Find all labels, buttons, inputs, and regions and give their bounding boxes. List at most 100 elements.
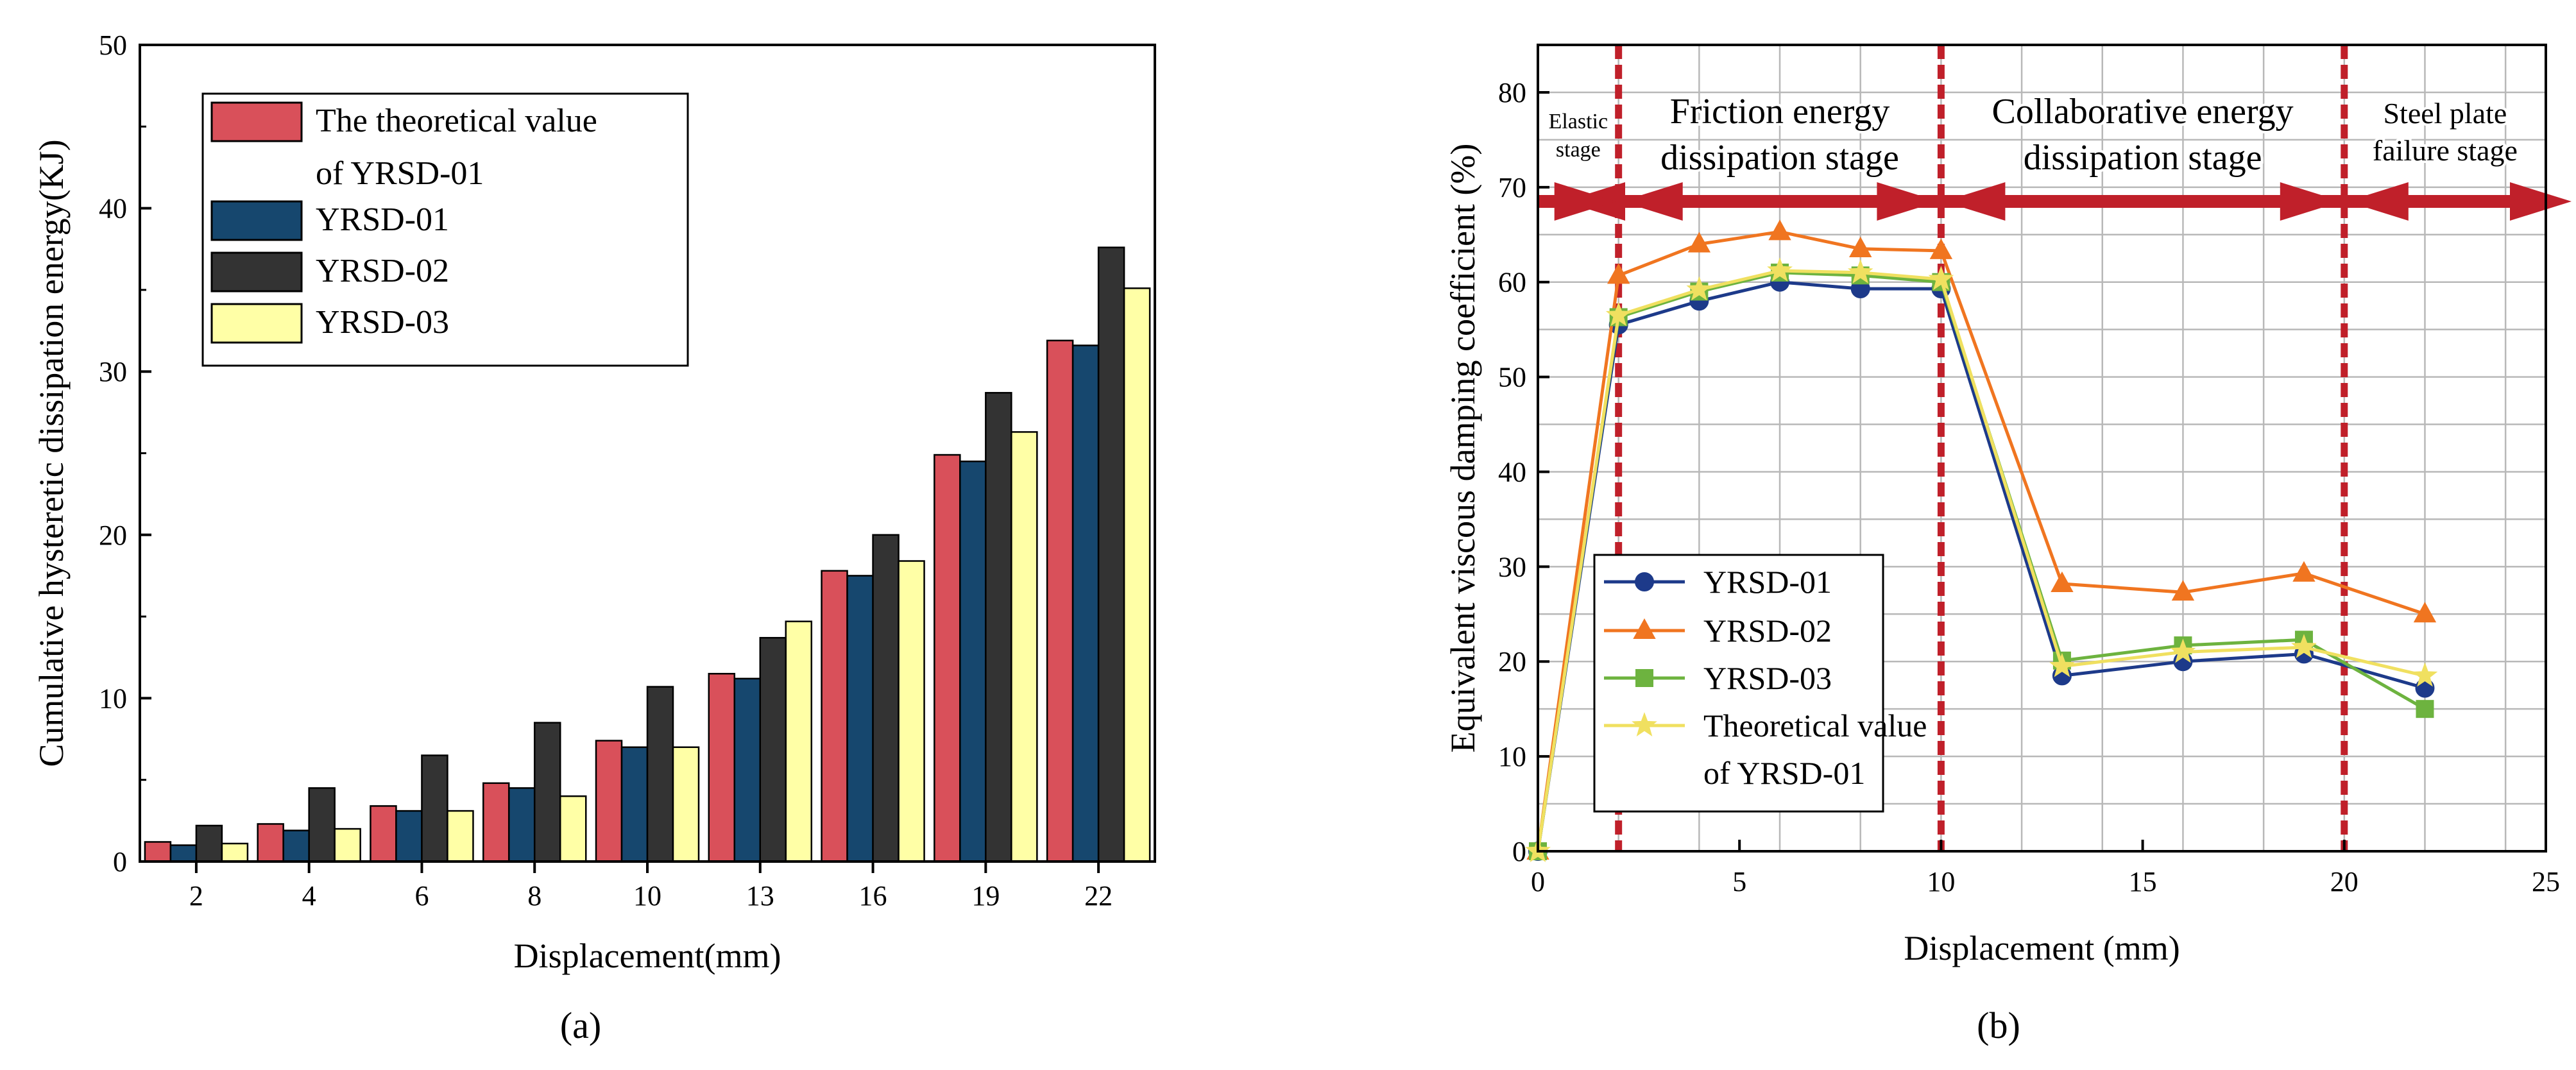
bar-yrsd-01-19 — [959, 460, 987, 863]
bar-yrsd-03-2 — [221, 842, 249, 863]
bar-the-theoretical-value-of-yrsd-01-4 — [257, 823, 284, 863]
stage-arrow-head — [2280, 182, 2342, 221]
bar-yrsd-01-6 — [395, 810, 423, 863]
bar-yrsd-03-8 — [559, 795, 587, 863]
stage-label: Collaborative energy — [1992, 92, 2294, 132]
series-marker-theoretical-value-of-yrsd-01 — [2412, 662, 2438, 687]
stage-arrow-head — [1877, 182, 1939, 221]
caption-a: (a) — [560, 1005, 601, 1046]
x-axis-label: Displacement (mm) — [1904, 929, 2179, 967]
bar-yrsd-02-16 — [872, 534, 900, 863]
stage-arrow-head — [1554, 182, 1616, 221]
bar-yrsd-03-10 — [672, 746, 700, 863]
y-tick-label: 40 — [99, 193, 127, 225]
legend-label: of YRSD-01 — [316, 155, 484, 192]
x-tick-label: 13 — [746, 880, 774, 912]
series-marker-yrsd-02 — [2051, 571, 2074, 592]
y-tick-label: 20 — [99, 520, 127, 551]
bar-yrsd-02-22 — [1097, 246, 1125, 863]
bar-the-theoretical-value-of-yrsd-01-8 — [482, 782, 510, 863]
bar-yrsd-01-16 — [846, 575, 874, 863]
series-marker-yrsd-02 — [1849, 236, 1872, 257]
legend-label: YRSD-02 — [1703, 613, 1832, 649]
stage-label: Steel plate — [2383, 97, 2507, 130]
y-tick-label: 40 — [1498, 456, 1526, 488]
bar-yrsd-01-10 — [620, 746, 649, 863]
y-tick-label: 10 — [1498, 741, 1526, 772]
series-marker-yrsd-02 — [2292, 561, 2316, 582]
y-axis-label: Equivalent viscous damping coefficient (… — [1444, 144, 1482, 753]
series-line-theoretical-value-of-yrsd-01 — [1536, 269, 2426, 852]
y-tick-label: 10 — [99, 683, 127, 714]
y-axis-label: Cumulative hysteretic dissipation energy… — [32, 139, 71, 767]
x-tick-label: 20 — [2330, 866, 2358, 897]
caption-b: (b) — [1977, 1005, 2020, 1046]
series-line-yrsd-03 — [1536, 271, 2426, 852]
y-tick-label: 0 — [1512, 836, 1526, 867]
legend-marker-theoretical-value-of-yrsd-01 — [1632, 712, 1657, 736]
bar-yrsd-03-19 — [1011, 431, 1038, 863]
bar-the-theoretical-value-of-yrsd-01-13 — [708, 672, 736, 863]
series-marker-yrsd-02 — [2171, 580, 2195, 601]
legend-label: YRSD-02 — [316, 253, 449, 289]
x-tick-label: 8 — [527, 880, 542, 912]
y-tick-label: 30 — [1498, 551, 1526, 582]
x-tick-label: 5 — [1732, 866, 1746, 897]
series-line-yrsd-02 — [1536, 230, 2426, 852]
bar-the-theoretical-value-of-yrsd-01-22 — [1046, 339, 1074, 863]
series-marker-yrsd-02 — [1929, 238, 1953, 259]
stage-label: stage — [1556, 138, 1601, 162]
y-tick-label: 70 — [1498, 172, 1526, 203]
x-tick-label: 15 — [2129, 866, 2157, 897]
legend-label: Theoretical value — [1703, 708, 1927, 743]
bar-yrsd-02-19 — [985, 392, 1012, 863]
series-marker-yrsd-02 — [1607, 263, 1630, 284]
x-tick-label: 22 — [1084, 880, 1113, 912]
bar-yrsd-03-22 — [1123, 287, 1151, 863]
stage-label: Elastic — [1549, 110, 1608, 133]
series-marker-yrsd-02 — [1768, 219, 1791, 241]
x-tick-label: 10 — [1927, 866, 1955, 897]
stage-arrow-head — [2510, 182, 2572, 221]
bar-yrsd-03-16 — [898, 560, 925, 863]
bar-yrsd-01-4 — [282, 829, 310, 863]
x-tick-label: 2 — [189, 880, 203, 912]
legend-label: YRSD-01 — [1703, 564, 1832, 600]
series-marker-theoretical-value-of-yrsd-01 — [1686, 276, 1712, 301]
bar-the-theoretical-value-of-yrsd-01-6 — [370, 805, 397, 863]
series-marker-theoretical-value-of-yrsd-01 — [1847, 259, 1873, 284]
series-marker-yrsd-02 — [2413, 602, 2437, 623]
y-tick-label: 50 — [99, 30, 127, 61]
legend-swatch-yrsd-03 — [210, 303, 303, 344]
stage-label: dissipation stage — [2024, 138, 2262, 178]
series-marker-theoretical-value-of-yrsd-01 — [2291, 634, 2317, 658]
bar-the-theoretical-value-of-yrsd-01-2 — [144, 841, 172, 863]
bar-the-theoretical-value-of-yrsd-01-19 — [934, 454, 961, 863]
legend-swatch-yrsd-01 — [210, 200, 303, 241]
bar-yrsd-03-4 — [334, 828, 361, 863]
legend-label: YRSD-01 — [316, 201, 449, 238]
bar-yrsd-01-13 — [733, 677, 762, 863]
x-tick-label: 25 — [2532, 866, 2560, 897]
stage-label: failure stage — [2373, 134, 2518, 167]
x-axis-label: Displacement(mm) — [514, 937, 781, 975]
legend-marker-yrsd-02 — [1633, 618, 1656, 639]
legend-label: YRSD-03 — [316, 304, 449, 341]
bar-yrsd-01-22 — [1071, 344, 1100, 863]
legend-marker-yrsd-03 — [1635, 669, 1653, 687]
bar-the-theoretical-value-of-yrsd-01-10 — [595, 740, 623, 863]
series-line-yrsd-01 — [1536, 280, 2426, 852]
y-tick-label: 60 — [1498, 267, 1526, 298]
bar-yrsd-02-10 — [646, 686, 674, 863]
stage-label: dissipation stage — [1660, 138, 1899, 178]
x-tick-label: 16 — [859, 880, 887, 912]
x-tick-label: 0 — [1531, 866, 1545, 897]
y-tick-label: 80 — [1498, 77, 1526, 108]
legend-label: YRSD-03 — [1703, 660, 1832, 696]
legend-marker-yrsd-01 — [1635, 572, 1654, 591]
bar-yrsd-03-6 — [447, 810, 474, 863]
legend-label: of YRSD-01 — [1703, 755, 1865, 791]
y-tick-label: 30 — [99, 356, 127, 387]
stage-label: Friction energy — [1670, 92, 1890, 132]
